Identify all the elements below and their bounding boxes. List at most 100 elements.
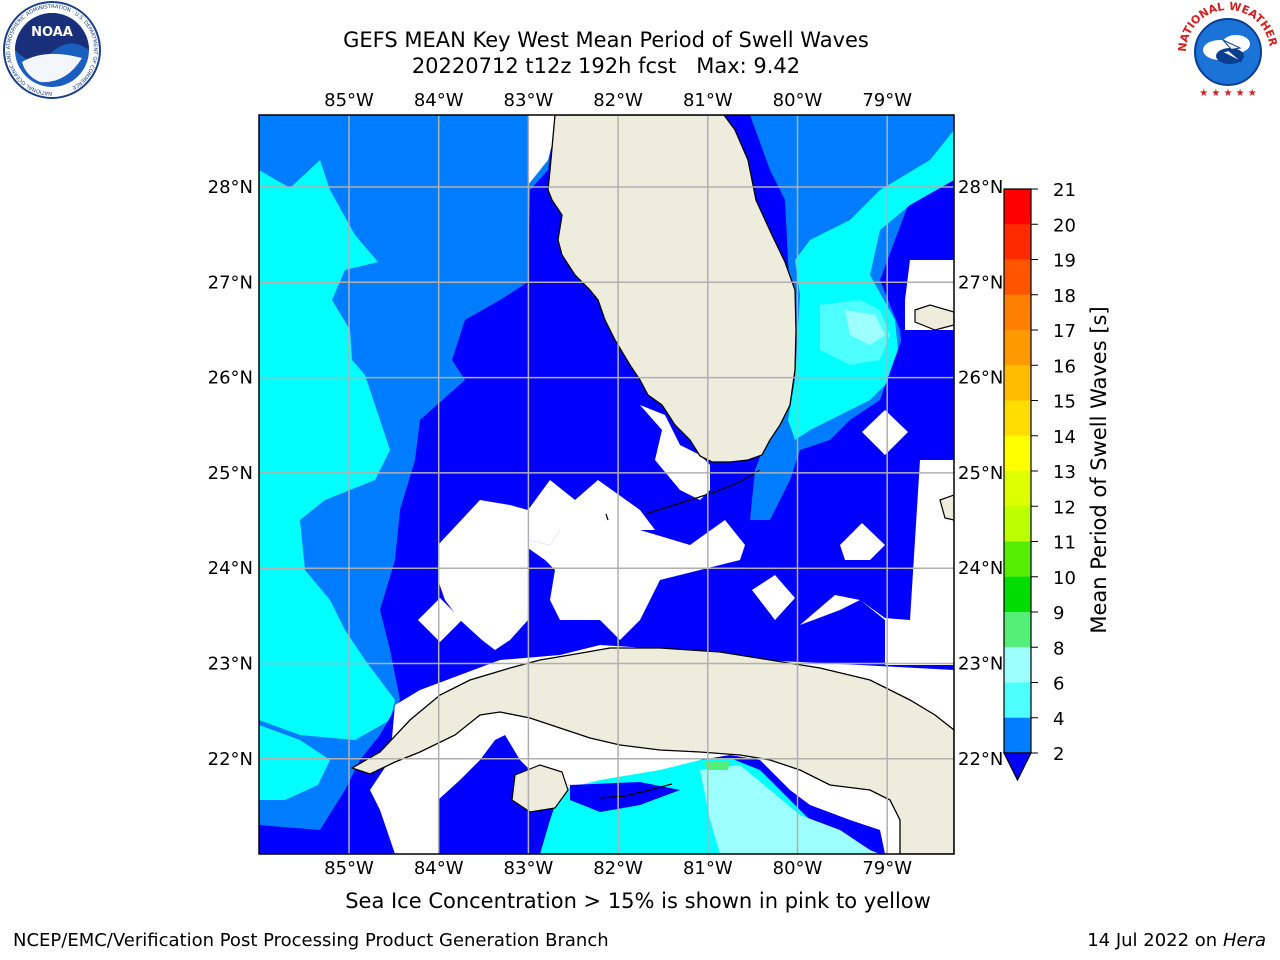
colorbar-swatch [1004, 682, 1031, 719]
colorbar-swatch [1004, 647, 1031, 683]
south-blue-edge-region [485, 745, 505, 810]
lon-label: 80°W [773, 90, 823, 111]
map-fields [259, 115, 954, 854]
colorbar-tick-label: 14 [1053, 427, 1076, 448]
lon-label: 81°W [683, 90, 733, 111]
footer-date-text: 14 Jul 2022 on [1087, 930, 1223, 951]
lat-label: 25°N [208, 463, 253, 484]
lon-label: 84°W [414, 90, 464, 111]
cays-south [599, 783, 673, 799]
lat-label: 22°N [208, 749, 253, 770]
colorbar-swatch [1004, 506, 1031, 542]
lon-label: 80°W [773, 858, 823, 879]
noaa-logo-text: NOAA [31, 25, 73, 40]
chart-title: GEFS MEAN Key West Mean Period of Swell … [343, 28, 869, 52]
lon-label: 82°W [593, 858, 643, 879]
chart-subtitle: 20220712 t12z 192h fcst Max: 9.42 [411, 54, 801, 78]
lat-label: 24°N [208, 558, 253, 579]
lat-label: 24°N [958, 558, 1003, 579]
lat-label: 26°N [208, 368, 253, 389]
map-gridlines [259, 115, 954, 854]
blue-east-region [880, 330, 954, 450]
lon-label: 81°W [683, 858, 733, 879]
lat-label: 27°N [958, 272, 1003, 293]
colorbar-tick-label: 16 [1053, 356, 1076, 377]
colorbar-tick-label: 15 [1053, 392, 1076, 413]
lat-label: 23°N [208, 654, 253, 675]
colorbar-tick-label: 17 [1053, 321, 1076, 342]
cyan-east-region [788, 130, 954, 440]
colorbar-tick-label: 13 [1053, 462, 1076, 483]
nodata-region-4 [752, 575, 795, 620]
nws-logo: NATIONAL WEATHER SERVICE ★ ★ ★ ★ ★ [1176, 0, 1280, 99]
footer-date: 14 Jul 2022 on Hera [1087, 930, 1266, 951]
colorbar-swatch [1004, 471, 1031, 507]
lat-label: 25°N [958, 463, 1003, 484]
colorbar-swatch [1004, 259, 1031, 296]
colorbar-tick-label: 11 [1053, 533, 1076, 554]
south-green-spot [705, 762, 730, 770]
colorbar-label: Mean Period of Swell Waves [s] [1087, 306, 1111, 633]
lat-label: 22°N [958, 749, 1003, 770]
lon-label: 79°W [862, 858, 912, 879]
nodata-region-2 [528, 480, 655, 545]
colorbar-swatch [1004, 330, 1031, 366]
colorbar-extend [1003, 752, 1032, 782]
lon-labels-bottom: 85°W 84°W 83°W 82°W 81°W 80°W 79°W [324, 858, 912, 879]
andros-land [939, 494, 954, 521]
nodata-region-6 [862, 410, 908, 455]
florida-land [547, 115, 797, 463]
lon-label: 85°W [324, 90, 374, 111]
lat-label: 23°N [958, 654, 1003, 675]
lat-label: 26°N [958, 368, 1003, 389]
colorbar-tick-label: 10 [1053, 568, 1076, 589]
lon-label: 79°W [862, 90, 912, 111]
south-palecyan-region [700, 765, 880, 854]
colorbar-tick-label: 2 [1053, 744, 1064, 765]
noaa-logo: NOAA NATIONAL OCEANIC AND ATMOSPHERIC AD… [3, 1, 101, 99]
nodata-region-3 [640, 405, 710, 500]
cyan-southwest-region [259, 725, 330, 800]
nodata-region-10 [528, 115, 560, 185]
colorbar-tick-label: 8 [1053, 638, 1064, 659]
colorbar-tick-label: 6 [1053, 674, 1064, 695]
colorbar-tick-label: 18 [1053, 286, 1076, 307]
nws-stars: ★ ★ ★ ★ ★ [1199, 88, 1257, 99]
bahamas-land [914, 304, 954, 331]
colorbar-swatch [1004, 612, 1031, 648]
lon-label: 83°W [504, 90, 554, 111]
florida-keys [605, 469, 761, 521]
lat-label: 27°N [208, 272, 253, 293]
colorbar-swatch [1004, 294, 1031, 331]
colorbar-swatch [1004, 576, 1031, 613]
colorbar-tick-label: 19 [1053, 251, 1076, 272]
footer-machine: Hera [1222, 930, 1266, 951]
lat-label: 28°N [208, 177, 253, 198]
colorbar-swatch [1004, 717, 1031, 753]
lon-label: 82°W [593, 90, 643, 111]
lon-label: 85°W [324, 858, 374, 879]
colorbar-swatch [1004, 189, 1031, 225]
nodata-region-5 [418, 598, 462, 642]
colorbar-tick-label: 12 [1053, 497, 1076, 518]
footer-credit: NCEP/EMC/Verification Post Processing Pr… [13, 930, 609, 951]
cuba-land [350, 647, 954, 854]
lat-label: 28°N [958, 177, 1003, 198]
lat-labels-left: 28°N 27°N 26°N 25°N 24°N 23°N 22°N [208, 177, 253, 770]
lat-labels-right: 28°N 27°N 26°N 25°N 24°N 23°N 22°N [958, 177, 1003, 770]
colorbar-tick-label: 9 [1053, 603, 1064, 624]
colorbar-tick-label: 21 [1053, 180, 1076, 201]
nodata-region-1 [438, 500, 745, 650]
colorbar-swatch [1004, 400, 1031, 437]
colorbar-swatch [1004, 435, 1031, 472]
isla-juventud-land [511, 764, 569, 813]
palecyan-east-region [845, 310, 885, 345]
colorbar-swatch [1004, 224, 1031, 260]
lon-labels-top: 85°W 84°W 83°W 82°W 81°W 80°W 79°W [324, 90, 912, 111]
sea-ice-note: Sea Ice Concentration > 15% is shown in … [345, 889, 931, 913]
blue-far-east-region [760, 450, 920, 660]
lon-label: 84°W [414, 858, 464, 879]
cyan-west-region [259, 160, 395, 740]
colorbar-swatch [1004, 365, 1031, 401]
